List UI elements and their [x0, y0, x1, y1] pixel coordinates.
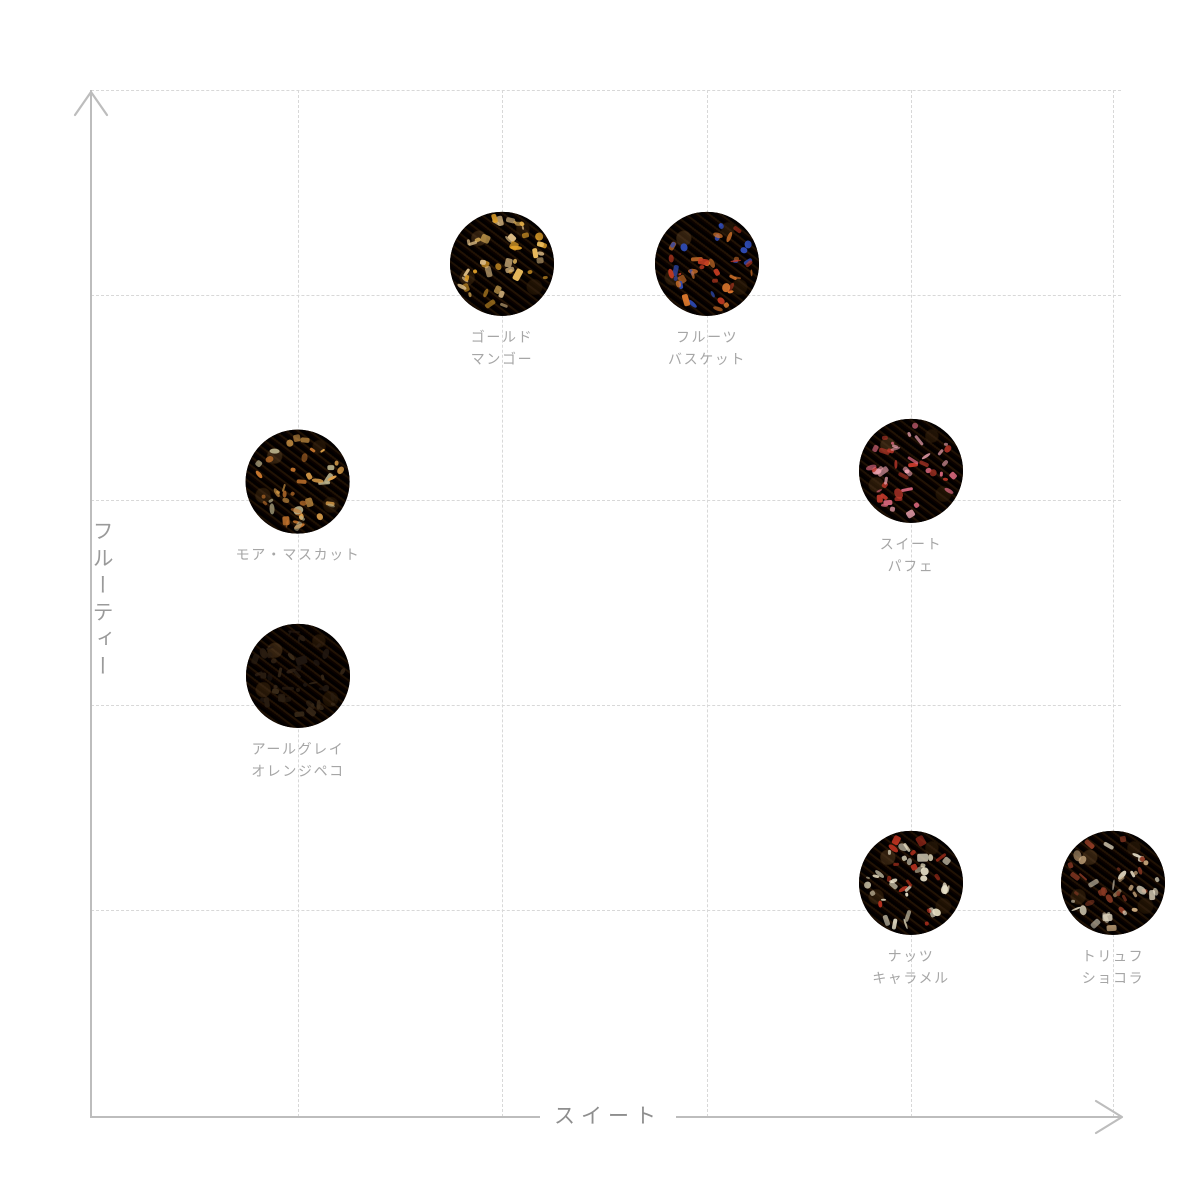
y-axis-arrow-icon: [72, 88, 110, 118]
gridline-horizontal: [91, 90, 1121, 91]
tea-leaf-marker: [450, 211, 554, 316]
gridline-vertical: [298, 90, 299, 1117]
x-axis-arrow-icon: [1092, 1098, 1126, 1136]
tea-item[interactable]: ゴールド マンゴー: [450, 211, 554, 370]
tea-leaf-marker: [859, 830, 963, 935]
tea-item-label: スイート パフェ: [879, 535, 943, 574]
tea-leaf-marker: [246, 429, 350, 534]
tea-leaf-marker: [655, 211, 759, 316]
tea-item-label: モア・マスカット: [235, 546, 361, 563]
tea-item-label: フルーツ バスケット: [668, 328, 746, 367]
tea-item[interactable]: スイート パフェ: [859, 418, 963, 577]
y-axis-label: フルーティー: [90, 520, 113, 682]
gridline-horizontal: [91, 500, 1121, 501]
gridline-vertical: [1113, 90, 1114, 1117]
tea-leaf-marker: [1061, 830, 1165, 935]
gridline-vertical: [911, 90, 912, 1117]
tea-item[interactable]: アールグレイ オレンジペコ: [246, 623, 350, 782]
tea-item-label: ゴールド マンゴー: [470, 328, 534, 367]
tea-leaf-marker: [859, 418, 963, 523]
tea-item[interactable]: ナッツ キャラメル: [859, 830, 963, 989]
tea-item[interactable]: トリュフ ショコラ: [1061, 830, 1165, 989]
tea-leaf-marker: [246, 623, 350, 728]
tea-item[interactable]: フルーツ バスケット: [655, 211, 759, 370]
gridline-horizontal: [91, 295, 1121, 296]
gridline-horizontal: [91, 705, 1121, 706]
gridline-vertical: [502, 90, 503, 1117]
gridline-horizontal: [91, 910, 1121, 911]
tea-item-label: ナッツ キャラメル: [872, 947, 950, 986]
x-axis-label: スイート: [540, 1103, 676, 1131]
tea-item[interactable]: モア・マスカット: [235, 429, 361, 567]
tea-item-label: トリュフ ショコラ: [1081, 947, 1145, 986]
tea-item-label: アールグレイ オレンジペコ: [251, 740, 345, 779]
y-axis-line: [90, 90, 92, 1118]
gridline-vertical: [707, 90, 708, 1117]
